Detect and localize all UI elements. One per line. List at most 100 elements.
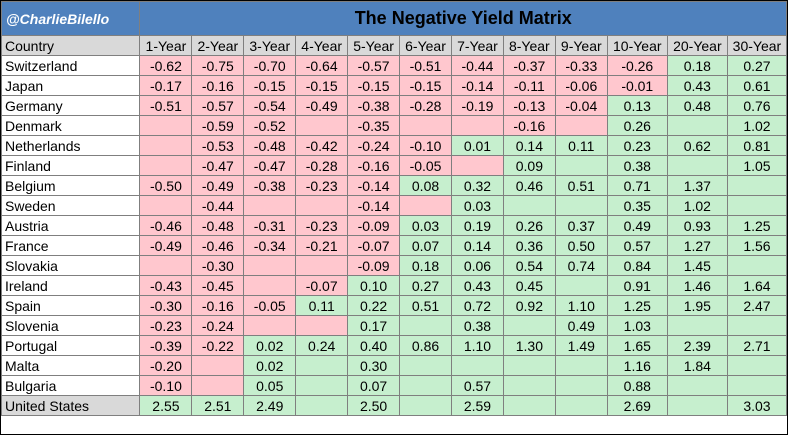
yield-cell: 1.27 (666, 235, 728, 256)
country-cell: Slovenia (0, 315, 141, 336)
yield-cell: 1.65 (606, 335, 668, 356)
yield-cell: -0.01 (606, 75, 668, 96)
yield-cell: 1.95 (666, 295, 728, 316)
yield-cell: 0.27 (726, 55, 788, 76)
yield-cell: 2.55 (139, 395, 193, 416)
yield-cell: -0.11 (502, 75, 556, 96)
yield-cell: 1.03 (606, 315, 668, 336)
yield-cell: 0.81 (726, 135, 788, 156)
yield-cell: 0.30 (347, 355, 401, 376)
yield-cell: -0.44 (191, 195, 245, 216)
table-row: Slovenia -0.23 -0.24 0.17 0.38 0.49 1.03 (0, 315, 788, 336)
table-row: Sweden -0.44 -0.14 0.03 0.35 1.02 (0, 195, 788, 216)
column-header-20-year: 20-Year (666, 35, 728, 56)
yield-cell: -0.59 (191, 115, 245, 136)
yield-cell: 1.10 (450, 335, 504, 356)
country-cell: Japan (0, 75, 141, 96)
yield-cell: -0.24 (191, 315, 245, 336)
country-cell: Slovakia (0, 255, 141, 276)
yield-cell: -0.38 (347, 95, 401, 116)
yield-cell (295, 375, 349, 396)
yield-cell: -0.34 (243, 235, 297, 256)
yield-cell (502, 195, 556, 216)
yield-cell: 0.91 (606, 275, 668, 296)
yield-cell: 0.23 (606, 135, 668, 156)
yield-cell (726, 195, 788, 216)
country-cell: Spain (0, 295, 141, 316)
country-cell: Netherlands (0, 135, 141, 156)
table-row: Netherlands -0.53 -0.48 -0.42 -0.24 -0.10 0.01… (0, 135, 788, 156)
yield-cell (666, 315, 728, 336)
yield-cell: -0.23 (295, 215, 349, 236)
yield-cell: 2.69 (606, 395, 668, 416)
yield-cell (243, 275, 297, 296)
yield-cell (243, 195, 297, 216)
country-cell: Switzerland (0, 55, 141, 76)
yield-cell: 1.56 (726, 235, 788, 256)
yield-cell: 2.47 (726, 295, 788, 316)
yield-cell (139, 155, 193, 176)
yield-cell (295, 195, 349, 216)
yield-cell: -0.22 (191, 335, 245, 356)
yield-cell: 0.62 (666, 135, 728, 156)
country-cell: Sweden (0, 195, 141, 216)
yield-cell: 0.38 (606, 155, 668, 176)
column-header-5-year: 5-Year (347, 35, 401, 56)
yield-cell: -0.07 (347, 235, 401, 256)
yield-cell: -0.54 (243, 95, 297, 116)
yield-cell: -0.48 (243, 135, 297, 156)
yield-cell: 0.84 (606, 255, 668, 276)
yield-cell: 3.03 (726, 395, 788, 416)
yield-cell: -0.28 (295, 155, 349, 176)
yield-cell: 0.71 (606, 175, 668, 196)
yield-cell: -0.46 (191, 235, 245, 256)
country-cell: Germany (0, 95, 141, 116)
yield-cell: -0.62 (139, 55, 193, 76)
table-row: United States 2.55 2.51 2.49 2.50 2.59 2.69 3.0… (0, 395, 788, 416)
yield-cell: -0.38 (243, 175, 297, 196)
yield-cell (243, 315, 297, 336)
yield-cell (450, 155, 504, 176)
table-row: Switzerland -0.62 -0.75 -0.70 -0.64 -0.57 -0.5… (0, 55, 788, 76)
yield-cell (502, 395, 556, 416)
yield-cell (666, 155, 728, 176)
yield-cell: -0.06 (554, 75, 608, 96)
yield-cell: 0.43 (450, 275, 504, 296)
yield-cell: 1.45 (666, 255, 728, 276)
yield-cell: 0.86 (399, 335, 452, 356)
yield-cell: -0.15 (295, 75, 349, 96)
yield-cell: -0.09 (347, 215, 401, 236)
yield-cell: 1.02 (726, 115, 788, 136)
table-title: The Negative Yield Matrix (139, 1, 787, 36)
yield-cell: 0.14 (502, 135, 556, 156)
yield-cell: -0.16 (191, 295, 245, 316)
yield-cell: 0.18 (666, 55, 728, 76)
column-header-4-year: 4-Year (295, 35, 349, 56)
yield-cell (295, 355, 349, 376)
yield-cell (450, 115, 504, 136)
yield-cell: 0.36 (502, 235, 556, 256)
yield-cell: -0.33 (554, 55, 608, 76)
yield-cell: 0.14 (450, 235, 504, 256)
yield-cell: 0.74 (554, 255, 608, 276)
yield-cell: 0.61 (726, 75, 788, 96)
yield-cell: 0.02 (243, 335, 297, 356)
yield-cell: 1.05 (726, 155, 788, 176)
column-header-30-year: 30-Year (726, 35, 788, 56)
yield-cell: -0.16 (502, 115, 556, 136)
yield-cell: 0.48 (666, 95, 728, 116)
yield-cell: 0.07 (347, 375, 401, 396)
yield-cell: -0.28 (399, 95, 452, 116)
yield-cell: 2.39 (666, 335, 728, 356)
yield-cell: 0.38 (450, 315, 504, 336)
column-header-3-year: 3-Year (243, 35, 297, 56)
country-cell: Finland (0, 155, 141, 176)
yield-cell: 2.59 (450, 395, 504, 416)
yield-cell (295, 115, 349, 136)
yield-cell: -0.10 (139, 375, 193, 396)
yield-cell (726, 355, 788, 376)
yield-cell: 1.84 (666, 355, 728, 376)
yield-cell (139, 255, 193, 276)
yield-cell (243, 255, 297, 276)
yield-cell (502, 355, 556, 376)
